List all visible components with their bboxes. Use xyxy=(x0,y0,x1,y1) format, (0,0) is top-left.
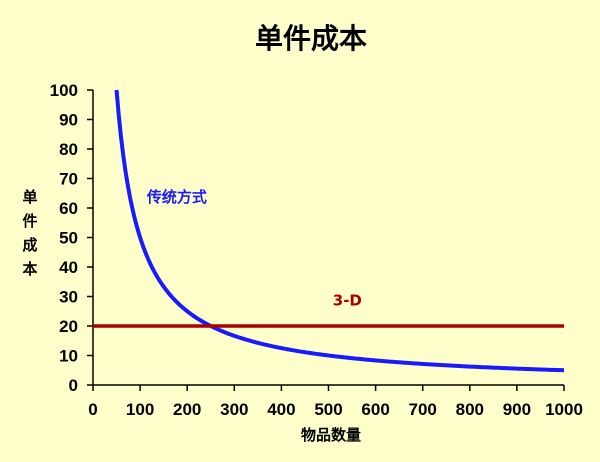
x-tick-label: 500 xyxy=(314,400,342,419)
y-tick-label: 60 xyxy=(59,199,78,218)
annotation-layer: 传统方式 3-D xyxy=(146,188,362,309)
y-tick-label: 40 xyxy=(59,258,78,277)
y-tick-label: 90 xyxy=(59,111,78,130)
y-tick-label: 80 xyxy=(59,140,78,159)
axes xyxy=(87,89,565,391)
x-tick-label: 1000 xyxy=(545,400,583,419)
y-tick-label: 50 xyxy=(59,229,78,248)
traditional-method-line xyxy=(114,89,565,373)
y-axis-title: 单件成本 xyxy=(22,188,37,278)
y-tick-label: 30 xyxy=(59,288,78,307)
y-axis-title-char: 成 xyxy=(22,236,37,254)
chart-title: 单件成本 xyxy=(255,22,367,55)
x-tick-label: 100 xyxy=(126,400,154,419)
x-tick-label: 400 xyxy=(267,400,295,419)
x-tick-label: 600 xyxy=(361,400,389,419)
y-axis-title-char: 本 xyxy=(22,260,37,278)
x-axis-title: 物品数量 xyxy=(301,426,361,444)
y-axis-title-char: 件 xyxy=(22,212,37,230)
x-tick-label: 800 xyxy=(456,400,484,419)
y-tick-label: 70 xyxy=(59,170,78,189)
x-tick-label: 900 xyxy=(503,400,531,419)
y-axis-title-char: 单 xyxy=(22,188,37,206)
y-tick-label: 100 xyxy=(50,81,78,100)
three-d-label: 3-D xyxy=(333,291,362,309)
x-tick-label: 200 xyxy=(173,400,201,419)
x-tick-label: 0 xyxy=(88,400,97,419)
y-tick-label: 0 xyxy=(69,376,78,395)
y-tick-labels: 0 10 20 30 40 50 60 70 80 90 100 xyxy=(50,81,78,395)
y-tick-label: 20 xyxy=(59,317,78,336)
traditional-method-label: 传统方式 xyxy=(146,188,207,206)
y-tick-label: 10 xyxy=(59,347,78,366)
x-tick-label: 700 xyxy=(409,400,437,419)
x-tick-label: 300 xyxy=(220,400,248,419)
x-tick-labels: 0 100 200 300 400 500 600 700 800 900 1000 xyxy=(88,400,583,419)
series-layer xyxy=(93,89,565,373)
